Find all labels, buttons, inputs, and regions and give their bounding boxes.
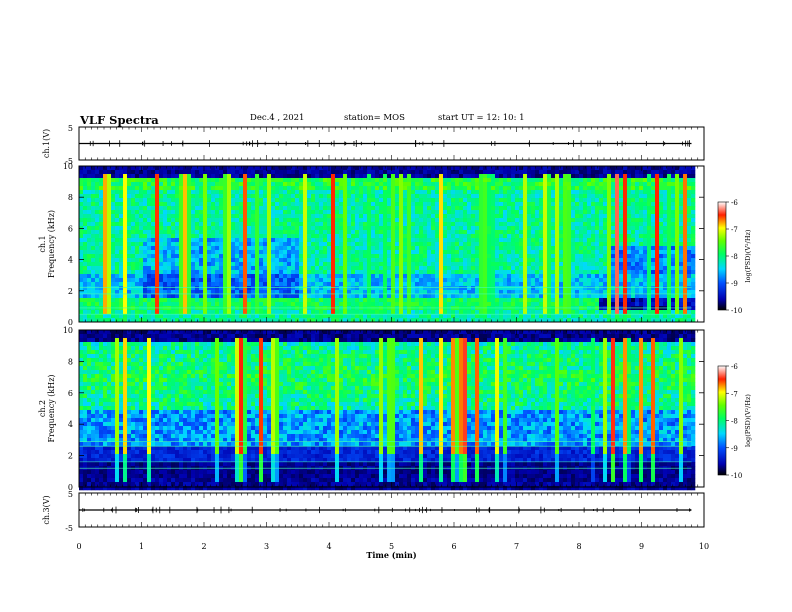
ch1-spectrogram-ytick: 10 — [63, 162, 73, 171]
colorbar-2-tick: -7 — [731, 390, 738, 398]
ch1-spectrogram-ylabel: Frequency (kHz) — [47, 210, 56, 278]
colorbar-1-tick: -9 — [731, 280, 738, 288]
ch1-spectrogram-ytick: 8 — [68, 193, 73, 202]
xtick-label: 8 — [576, 542, 581, 551]
xtick-label: 1 — [139, 542, 144, 551]
colorbar-2 — [718, 366, 726, 475]
colorbar-1-label: log(PSD)(V²/Hz) — [744, 229, 752, 282]
ch3-voltage-ytick-bottom: -5 — [65, 524, 73, 533]
ch2-spectrogram-channel-label: ch.2 — [38, 400, 47, 417]
ch2-spectrogram-ytick: 2 — [68, 452, 73, 461]
ch2-spectrogram-ytick: 10 — [63, 326, 73, 335]
xtick-label: 9 — [639, 542, 644, 551]
ch1-spectrogram-cells — [79, 166, 695, 322]
colorbar-1-tick: -8 — [731, 253, 738, 261]
xtick-label: 4 — [326, 542, 331, 551]
colorbar-2-tick: -9 — [731, 445, 738, 453]
ch1-voltage-ytick-top: 5 — [68, 124, 73, 133]
colorbar-1-tick: -10 — [731, 307, 742, 315]
ch1-spectrogram-ytick: 6 — [68, 224, 73, 233]
colorbar-1-tick: -7 — [731, 226, 738, 234]
xtick-label: 3 — [264, 542, 269, 551]
ch1-spectrogram-ytick: 2 — [68, 287, 73, 296]
ch2-spectrogram-cells — [79, 330, 695, 490]
ch2-spectrogram-ylabel: Frequency (kHz) — [47, 374, 56, 442]
colorbar-2-label: log(PSD)(V²/Hz) — [744, 394, 752, 447]
ch2-spectrogram-ytick: 8 — [68, 357, 73, 366]
colorbar-1 — [718, 202, 726, 310]
ch3-voltage-ytick-top: 5 — [68, 490, 73, 499]
ch1-spectrogram-channel-label: ch.1 — [38, 235, 47, 252]
colorbar-2-tick: -10 — [731, 472, 742, 480]
ch2-spectrogram-ytick: 6 — [68, 389, 73, 398]
xtick-label: 7 — [514, 542, 519, 551]
ch1-spectrogram-ytick: 4 — [68, 256, 73, 265]
xtick-label: 6 — [451, 542, 456, 551]
ch3-voltage-ylabel: ch.3(V) — [42, 495, 51, 524]
x-axis-label: Time (min) — [366, 550, 416, 560]
colorbar-2-tick: -6 — [731, 363, 738, 371]
colorbar-1-tick: -6 — [731, 199, 738, 207]
xtick-label: 2 — [201, 542, 206, 551]
xtick-label: 0 — [76, 542, 81, 551]
ch2-spectrogram-ytick: 4 — [68, 420, 73, 429]
colorbar-2-tick: -8 — [731, 418, 738, 426]
xtick-label: 10 — [699, 542, 709, 551]
ch1-voltage-ylabel: ch.1(V) — [42, 129, 51, 158]
